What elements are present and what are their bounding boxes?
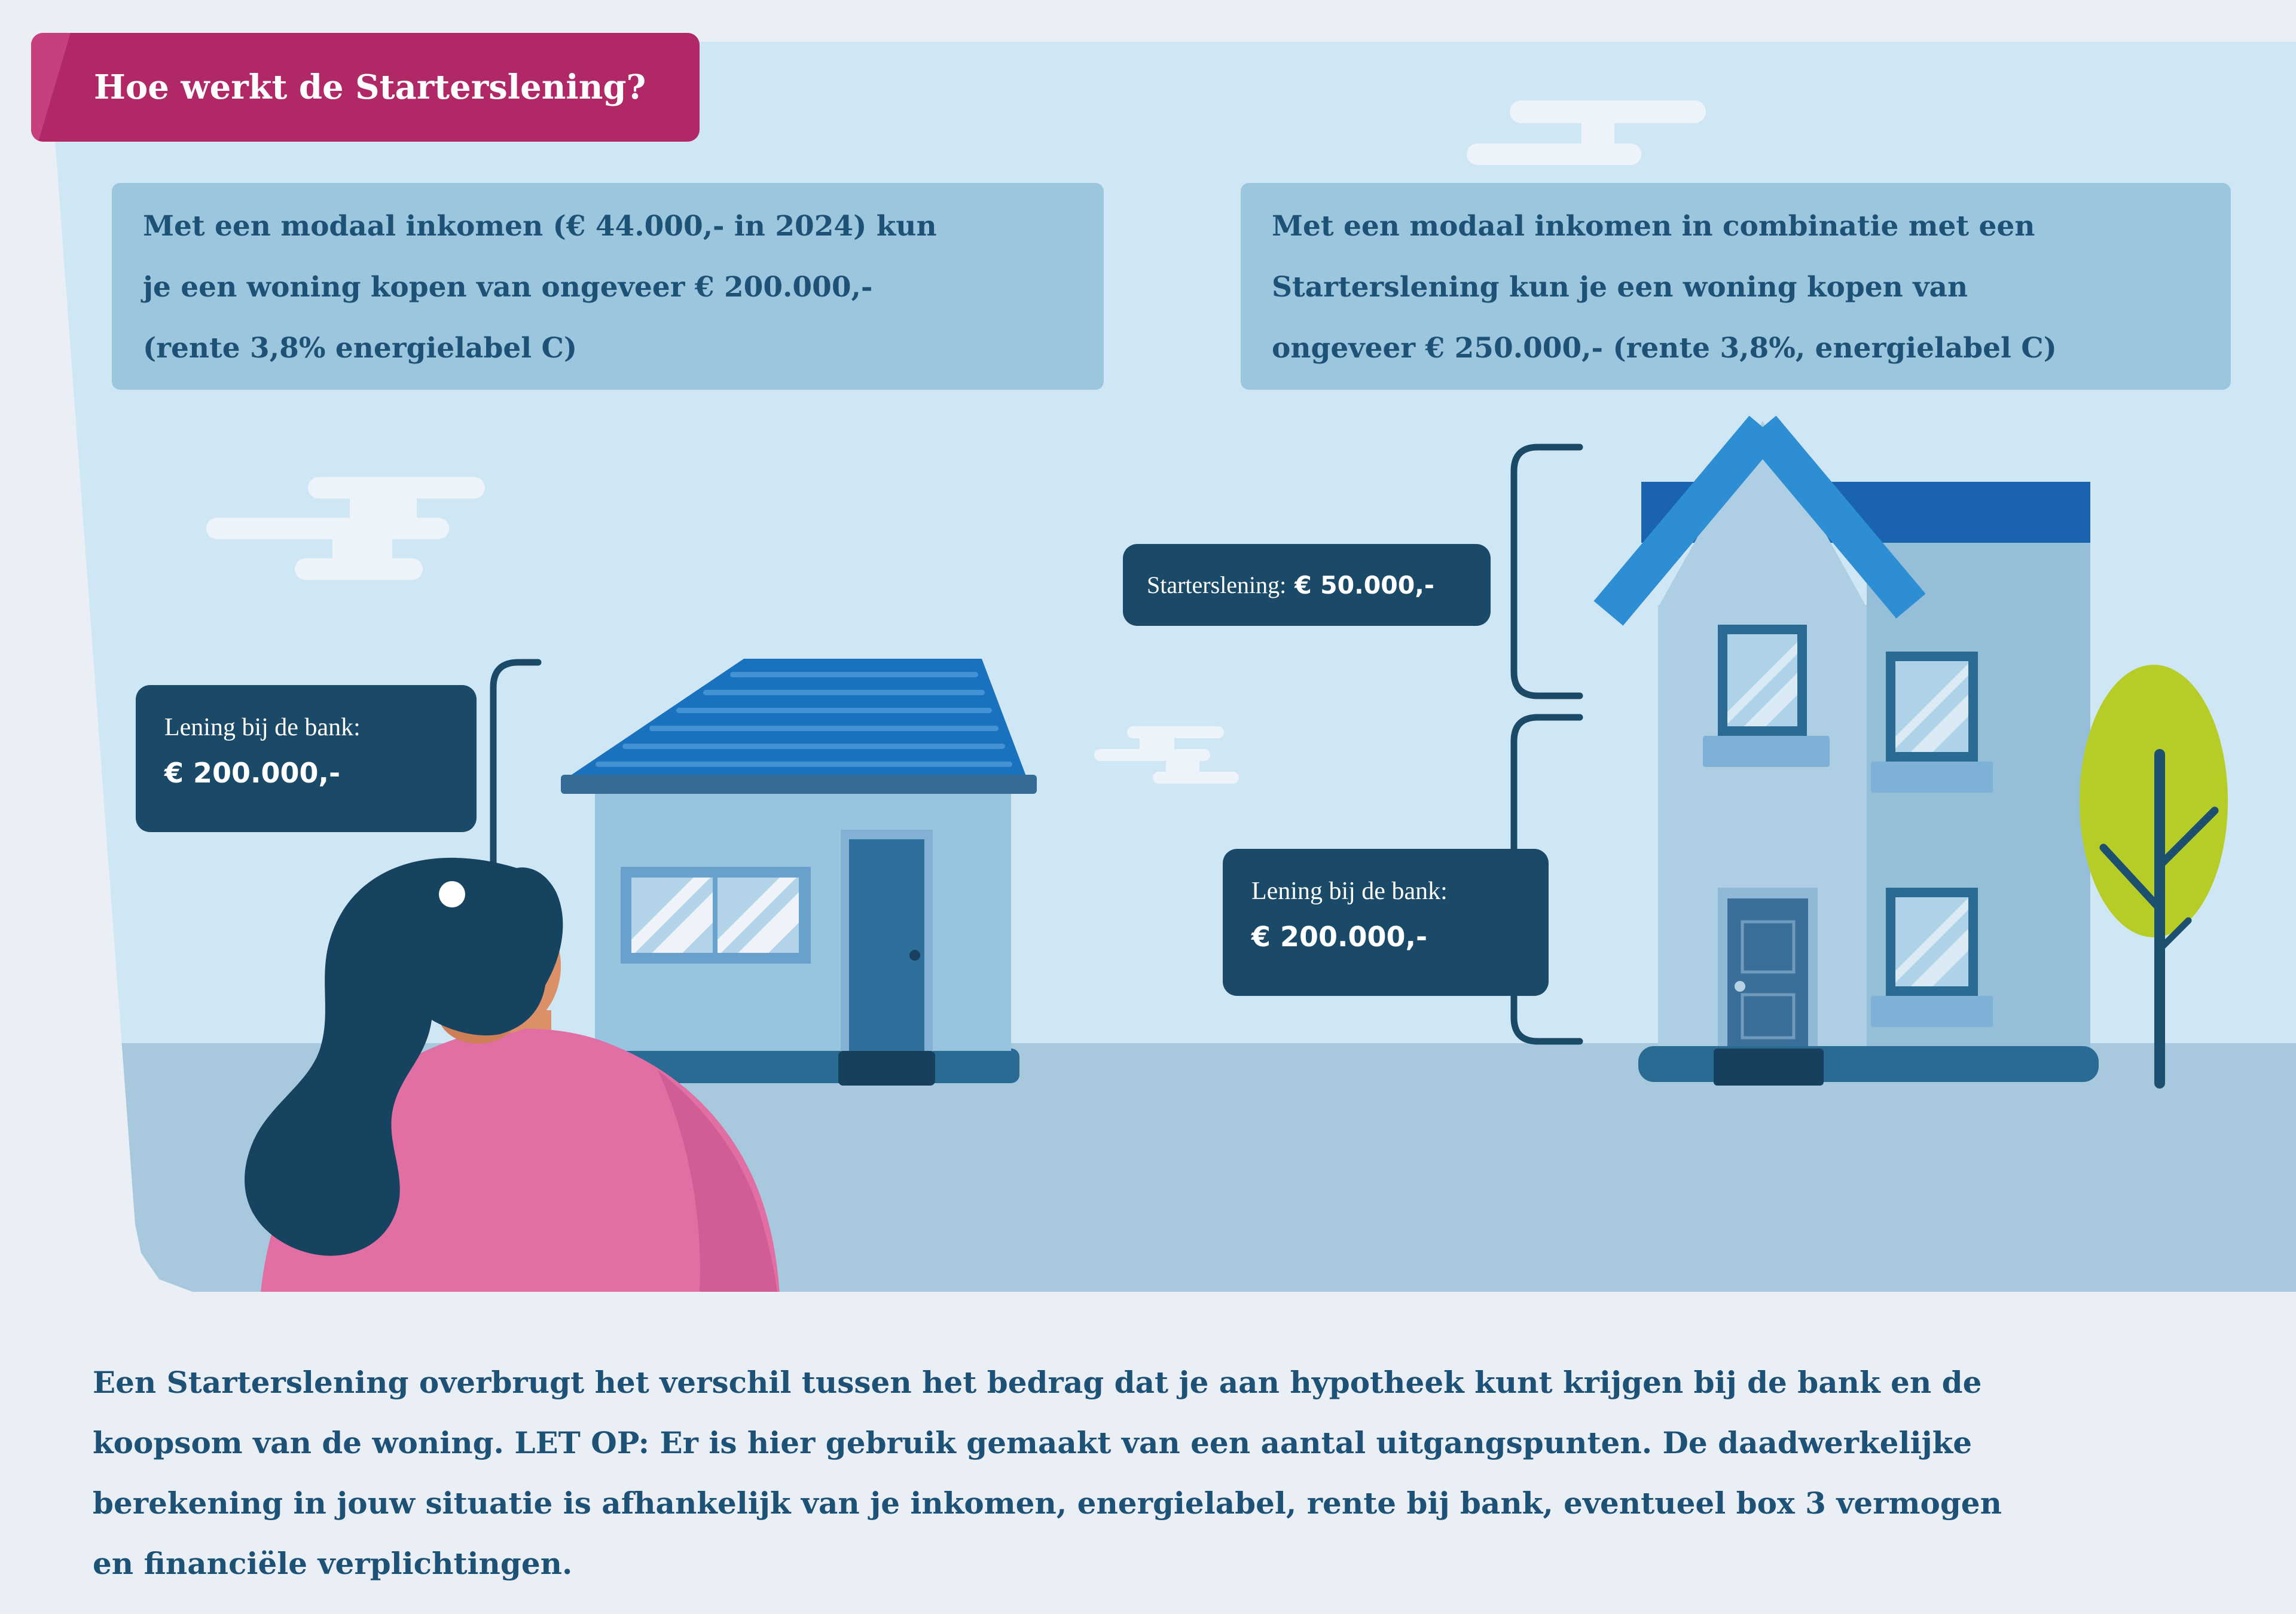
gable-roof-left (1593, 415, 1779, 626)
small-house-illustration (561, 659, 1037, 1086)
footer-note: Een Starterslening overbrugt het verschi… (93, 1352, 2269, 1594)
door-step (838, 1051, 935, 1086)
roof-eave (561, 775, 1037, 794)
hair-cap (395, 865, 533, 981)
page-title: Hoe werkt de Starterslening? (94, 68, 646, 107)
tag-amount: € 200.000,- (164, 757, 341, 789)
infobox-line: Met een modaal inkomen in combinatie met… (1272, 210, 2035, 243)
tag-bank-loan-left-house: Lening bij de bank: € 200.000,- (136, 685, 477, 832)
infobox-with-starterslening: Met een modaal inkomen in combinatie met… (1241, 183, 2231, 390)
footer-line: koopsom van de woning. LET OP: Er is hie… (93, 1425, 1973, 1460)
title-badge: Hoe werkt de Starterslening? (31, 33, 700, 142)
infobox-line: ongeveer € 250.000,- (rente 3,8%, energi… (1272, 332, 2057, 365)
large-house-illustration (1593, 415, 2099, 1086)
tree-icon (2080, 665, 2228, 1089)
infobox-line: Starterslening kun je een woning kopen v… (1272, 271, 1968, 304)
tag-label: Starterslening: (1147, 571, 1287, 598)
infobox-line: je een woning kopen van ongeveer € 200.0… (143, 271, 873, 304)
infobox-without-starterslening: Met een modaal inkomen (€ 44.000,- in 20… (112, 183, 1104, 390)
infobox-line: Met een modaal inkomen (€ 44.000,- in 20… (143, 210, 937, 243)
cloud-icon (1467, 100, 1706, 165)
footer-line: berekening in jouw situatie is afhankeli… (93, 1485, 2002, 1521)
bracket-starterslening (1510, 444, 1583, 699)
badge-fold (31, 33, 71, 142)
window-lower-right (1871, 888, 1993, 1027)
tag-label: Lening bij de bank: (1251, 878, 1448, 905)
footer-line: en financiële verplichtingen. (93, 1546, 573, 1581)
door (1718, 888, 1818, 1059)
hair-tie (439, 881, 465, 907)
door (841, 830, 933, 1052)
gable (1658, 421, 1867, 607)
woman-illustration (245, 857, 780, 1292)
window-upper-right (1871, 652, 1993, 793)
roof-stripes (596, 672, 1012, 767)
window (621, 867, 811, 964)
tag-starterslening: Starterslening: € 50.000,- (1123, 544, 1491, 626)
footer-line: Een Starterslening overbrugt het verschi… (93, 1365, 1982, 1400)
cloud-icon (1094, 726, 1239, 784)
door-step (1714, 1049, 1824, 1086)
window-upper-left (1703, 625, 1830, 767)
gable-roof-right (1747, 415, 1926, 619)
body-shade (658, 1070, 777, 1292)
tag-label: Lening bij de bank: (164, 714, 361, 741)
tag-amount: € 200.000,- (1251, 921, 1428, 953)
house-base (1638, 1046, 2099, 1082)
cloud-icon (206, 477, 485, 580)
tag-amount: € 50.000,- (1294, 570, 1434, 600)
infobox-line: (rente 3,8% energielabel C) (143, 332, 578, 365)
tag-bank-loan-right-house: Lening bij de bank: € 200.000,- (1223, 849, 1549, 996)
